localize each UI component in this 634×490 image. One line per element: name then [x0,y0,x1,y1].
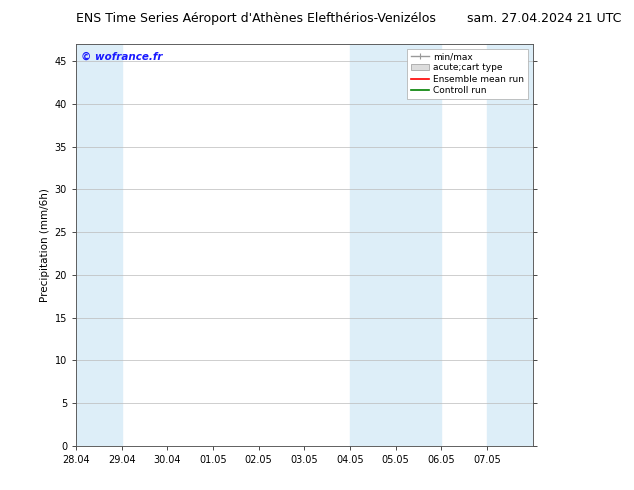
Legend: min/max, acute;cart type, Ensemble mean run, Controll run: min/max, acute;cart type, Ensemble mean … [407,49,528,98]
Text: ENS Time Series Aéroport d'Athènes Elefthérios-Venizélos: ENS Time Series Aéroport d'Athènes Eleft… [76,12,436,25]
Bar [350,44,441,446]
Bar [76,44,122,446]
Text: © wofrance.fr: © wofrance.fr [81,52,162,62]
Bar [487,44,533,446]
Y-axis label: Precipitation (mm/6h): Precipitation (mm/6h) [41,188,50,302]
Text: sam. 27.04.2024 21 UTC: sam. 27.04.2024 21 UTC [467,12,621,25]
